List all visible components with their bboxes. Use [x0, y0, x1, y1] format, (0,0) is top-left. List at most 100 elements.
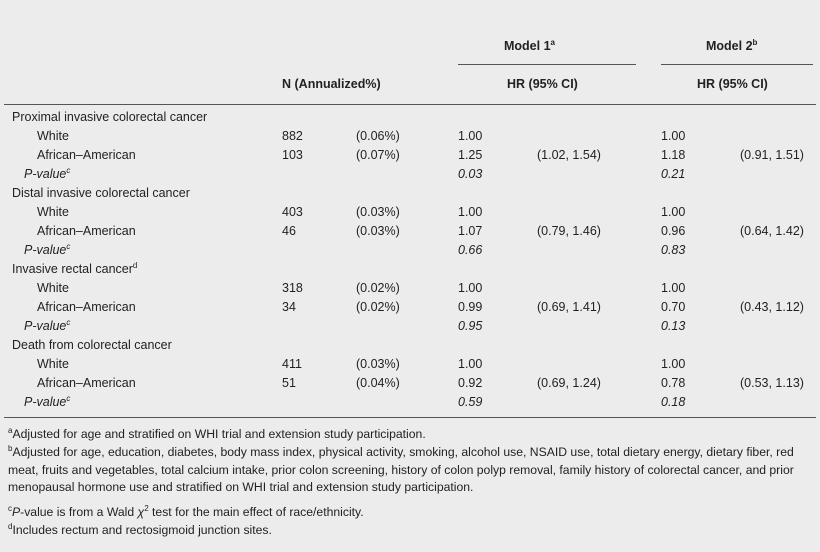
- footnote-c-mark: c: [8, 503, 12, 513]
- ci1-value: (0.79, 1.46): [537, 224, 601, 238]
- hr2-value: 1.00: [661, 129, 686, 143]
- annualized-pct: (0.03%): [356, 224, 400, 238]
- hr1-value: 1.00: [458, 129, 483, 143]
- model2-header: Model 2b: [706, 37, 758, 53]
- hr1-value: 1.00: [458, 205, 483, 219]
- p-value-sup: c: [66, 317, 71, 327]
- p-value-label-text: P-value: [24, 167, 67, 181]
- p-value-model1: 0.03: [458, 167, 483, 181]
- model1-label: Model 1: [504, 39, 551, 53]
- section-title: Death from colorectal cancer: [12, 338, 172, 352]
- p-value-label: P-valuec: [24, 165, 71, 181]
- footnote-a-mark: a: [8, 425, 13, 435]
- p-value-sup: c: [66, 165, 71, 175]
- p-value-model2: 0.18: [661, 395, 686, 409]
- ci1-value: (0.69, 1.24): [537, 376, 601, 390]
- annualized-pct: (0.02%): [356, 300, 400, 314]
- footnote-c: cP-value is from a Wald χ2 test for the …: [8, 504, 813, 522]
- row-label-african-american: African–American: [37, 148, 136, 162]
- row-label-white: White: [37, 205, 69, 219]
- n-value: 46: [282, 224, 296, 238]
- p-value-label-text: P-value: [24, 395, 67, 409]
- p-value-label-text: P-value: [24, 319, 67, 333]
- p-value-model2: 0.83: [661, 243, 686, 257]
- annualized-pct: (0.03%): [356, 205, 400, 219]
- hr1-value: 1.00: [458, 357, 483, 371]
- n-value: 403: [282, 205, 303, 219]
- ci2-value: (0.43, 1.12): [740, 300, 804, 314]
- row-label-african-american: African–American: [37, 300, 136, 314]
- p-value-label-text: P-value: [24, 243, 67, 257]
- section-title-sup: d: [132, 260, 138, 270]
- row-label-african-american: African–American: [37, 376, 136, 390]
- p-value-model1: 0.95: [458, 319, 483, 333]
- table-bottom-rule: [4, 417, 816, 418]
- ci1-value: (1.02, 1.54): [537, 148, 601, 162]
- annualized-pct: (0.03%): [356, 357, 400, 371]
- row-label-white: White: [37, 281, 69, 295]
- hr1-value: 1.25: [458, 148, 483, 162]
- hr1-column-header: HR (95% CI): [507, 77, 578, 91]
- hr1-value: 0.92: [458, 376, 483, 390]
- p-value-model2: 0.21: [661, 167, 686, 181]
- row-label-african-american: African–American: [37, 224, 136, 238]
- hr2-value: 1.00: [661, 357, 686, 371]
- hr1-value: 0.99: [458, 300, 483, 314]
- section-title-text: Proximal invasive colorectal cancer: [12, 110, 208, 124]
- section-title: Proximal invasive colorectal cancer: [12, 110, 207, 124]
- hr2-value: 1.00: [661, 281, 686, 295]
- footnote-a-text: Adjusted for age and stratified on WHI t…: [12, 427, 426, 441]
- annualized-pct: (0.04%): [356, 376, 400, 390]
- section-title: Distal invasive colorectal cancer: [12, 186, 190, 200]
- model1-rule: [458, 64, 636, 65]
- footnote-d-mark: d: [8, 521, 13, 531]
- n-value: 103: [282, 148, 303, 162]
- p-value-model2: 0.13: [661, 319, 686, 333]
- hr2-value: 1.00: [661, 205, 686, 219]
- section-title-text: Death from colorectal cancer: [12, 338, 172, 352]
- hr1-value: 1.07: [458, 224, 483, 238]
- footnote-d-text: Includes rectum and rectosigmoid junctio…: [12, 523, 272, 537]
- annualized-pct: (0.07%): [356, 148, 400, 162]
- footnote-c-chi-sup: 2: [144, 503, 149, 513]
- annualized-pct: (0.02%): [356, 281, 400, 295]
- n-value: 882: [282, 129, 303, 143]
- p-value-label: P-valuec: [24, 393, 71, 409]
- n-value: 34: [282, 300, 296, 314]
- footnote-c-p: P: [12, 505, 21, 519]
- model2-sup: b: [752, 37, 758, 47]
- p-value-model1: 0.59: [458, 395, 483, 409]
- hr2-value: 0.78: [661, 376, 686, 390]
- p-value-model1: 0.66: [458, 243, 483, 257]
- hr2-value: 0.70: [661, 300, 686, 314]
- footnote-c-text-a: -value is from a Wald: [20, 505, 138, 519]
- hr1-value: 1.00: [458, 281, 483, 295]
- model1-header: Model 1a: [504, 38, 555, 53]
- ci2-value: (0.64, 1.42): [740, 224, 804, 238]
- hr2-column-header: HR (95% CI): [697, 77, 768, 91]
- n-value: 318: [282, 281, 303, 295]
- header-bottom-rule: [4, 104, 816, 105]
- annualized-pct: (0.06%): [356, 129, 400, 143]
- p-value-sup: c: [66, 393, 71, 403]
- hr2-value: 0.96: [661, 224, 686, 238]
- model2-rule: [661, 64, 813, 65]
- ci2-value: (0.53, 1.13): [740, 376, 804, 390]
- row-label-white: White: [37, 129, 69, 143]
- n-value: 51: [282, 376, 296, 390]
- section-title: Invasive rectal cancerd: [12, 260, 138, 276]
- p-value-label: P-valuec: [24, 241, 71, 257]
- section-title-text: Invasive rectal cancer: [12, 262, 133, 276]
- model2-label: Model 2: [706, 39, 753, 53]
- section-title-text: Distal invasive colorectal cancer: [12, 186, 190, 200]
- footnote-b-mark: b: [8, 443, 13, 453]
- footnote-b: bAdjusted for age, education, diabetes, …: [8, 444, 813, 497]
- footnote-d: dIncludes rectum and rectosigmoid juncti…: [8, 522, 813, 540]
- p-value-sup: c: [66, 241, 71, 251]
- p-value-label: P-valuec: [24, 317, 71, 333]
- footnote-b-text: Adjusted for age, education, diabetes, b…: [8, 445, 794, 494]
- ci1-value: (0.69, 1.41): [537, 300, 601, 314]
- footnote-c-text-b: test for the main effect of race/ethnici…: [148, 505, 364, 519]
- footnote-c-chi: χ: [137, 505, 145, 519]
- n-column-header: N (Annualized%): [282, 77, 381, 91]
